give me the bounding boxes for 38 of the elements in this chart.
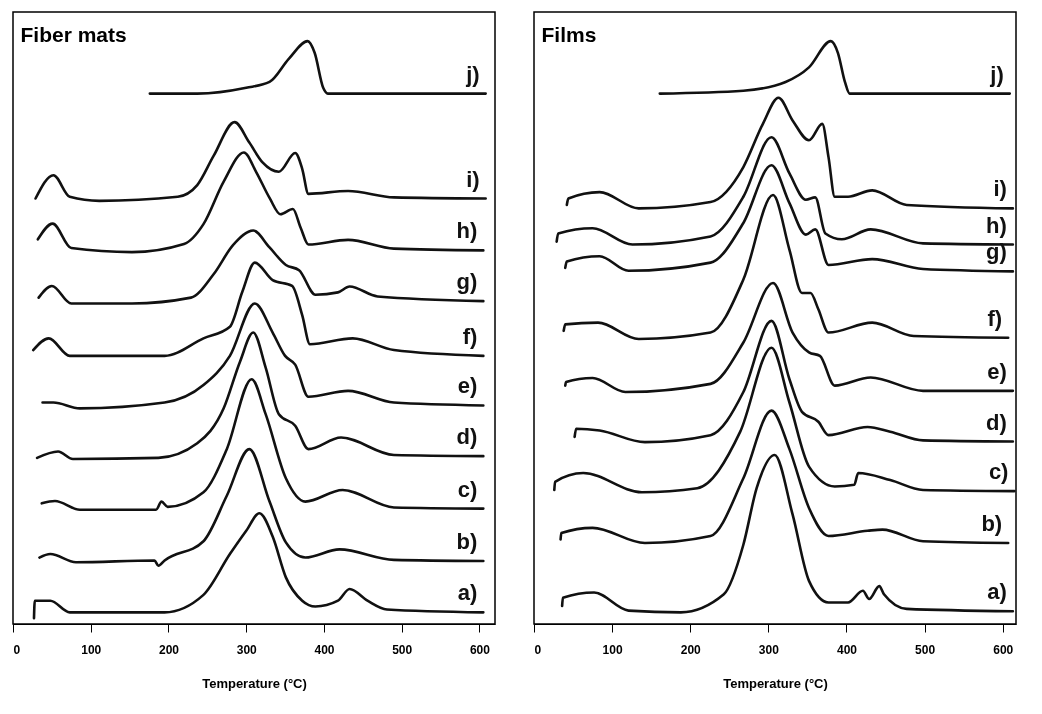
x-tick-label: 400 [836, 642, 858, 657]
x-tick-label: 200 [158, 642, 180, 657]
x-tick-label: 600 [993, 642, 1014, 657]
x-axis-title: Temperature (°C) [202, 675, 307, 691]
series-label: a) [457, 580, 478, 606]
x-axis-title: Temperature (°C) [723, 675, 828, 691]
series-label: d) [986, 409, 1007, 435]
series-label: a) [987, 579, 1007, 605]
series-label: h) [986, 212, 1007, 238]
series-label: d) [456, 424, 478, 450]
chart-title: Films [541, 23, 597, 46]
x-tick-label: 0 [534, 642, 542, 657]
x-tick-label: 400 [314, 642, 335, 657]
x-tick-label: 300 [758, 642, 780, 657]
x-tick-label: 200 [680, 642, 702, 657]
series-label: i) [993, 176, 1007, 202]
series-label: j) [465, 61, 480, 87]
x-tick-label: 500 [915, 642, 936, 657]
series-label: f) [462, 323, 478, 349]
series-label: c) [457, 476, 478, 502]
x-tick-label: 600 [469, 642, 491, 657]
x-tick-label: 300 [236, 642, 258, 657]
x-tick-label: 100 [602, 642, 623, 657]
series-label: e) [457, 373, 478, 399]
series-label: e) [987, 358, 1007, 384]
series-label: b) [456, 529, 478, 555]
series-label: c) [988, 459, 1009, 485]
chart-title: Fiber mats [20, 23, 127, 46]
series-label: f) [987, 305, 1003, 331]
x-tick-label: 500 [392, 642, 413, 657]
series-label: h) [456, 218, 478, 244]
x-tick-label: 0 [13, 642, 21, 657]
series-label: b) [981, 510, 1003, 536]
series-label: g) [456, 269, 478, 295]
series-label: j) [989, 61, 1004, 87]
series-label: g) [986, 239, 1007, 265]
x-tick-label: 100 [81, 642, 102, 657]
series-label: i) [466, 166, 480, 192]
